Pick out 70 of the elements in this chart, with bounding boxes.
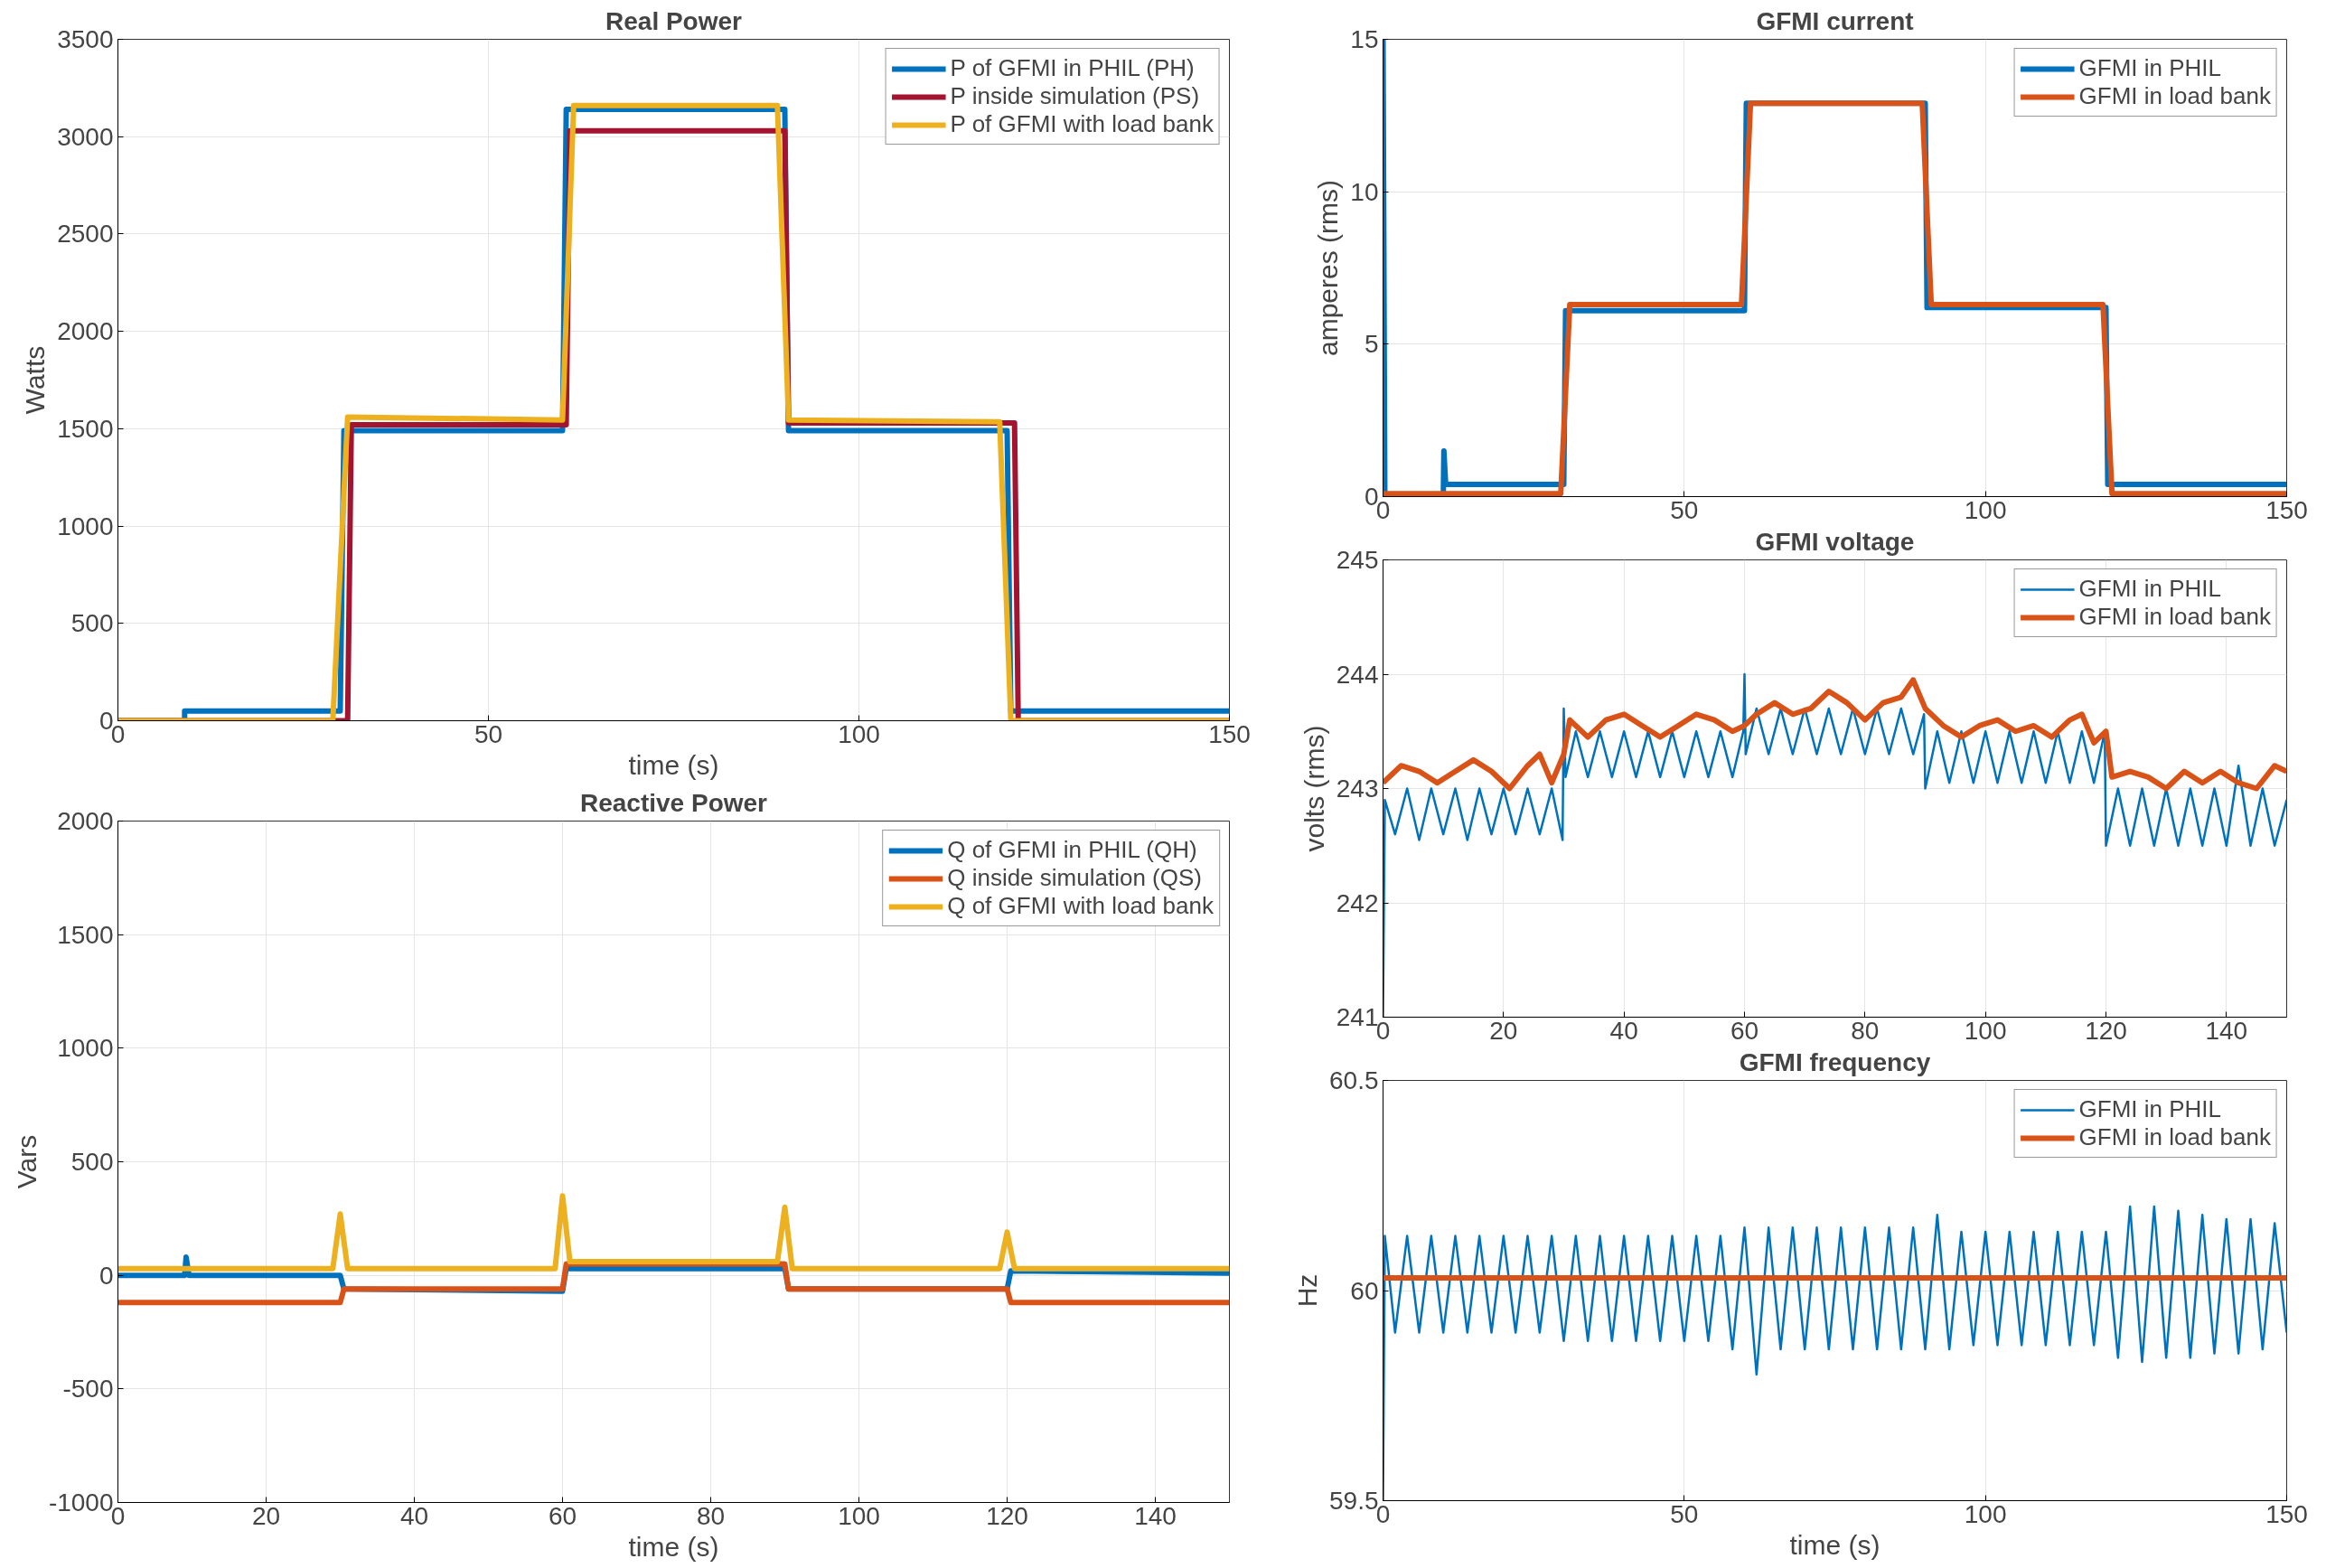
legend-label: P of GFMI with load bank <box>950 110 1214 138</box>
y-tick-label: 3000 <box>57 122 114 151</box>
legend-label: GFMI in load bank <box>2078 82 2271 110</box>
x-tick-label: 140 <box>2205 1016 2248 1045</box>
x-tick-label: 50 <box>1670 495 1699 524</box>
y-tick-label: 2500 <box>57 220 114 249</box>
legend-label: P inside simulation (PS) <box>950 82 1200 110</box>
x-tick-label: 20 <box>251 1501 281 1530</box>
x-tick-label: 100 <box>1964 1016 2007 1045</box>
y-tick-label: 243 <box>1336 775 1379 803</box>
y-tick-label: 2000 <box>57 807 114 835</box>
y-axis-title: volts (rms) <box>1299 725 1329 852</box>
x-tick-label: 20 <box>1489 1016 1518 1045</box>
x-tick-label: 150 <box>2265 495 2308 524</box>
x-tick-label: 40 <box>399 1501 429 1530</box>
x-axis-title: time (s) <box>628 749 719 780</box>
y-axis-title: Watts <box>20 345 51 415</box>
x-tick-label: 100 <box>838 1501 880 1530</box>
legend-label: Q of GFMI with load bank <box>947 892 1214 920</box>
x-tick-label: 60 <box>548 1501 577 1530</box>
y-tick-label: 1000 <box>57 512 114 540</box>
y-axis-title: amperes (rms) <box>1313 179 1344 357</box>
chart-title: GFMI frequency <box>1739 1047 1931 1076</box>
y-tick-label: 60.5 <box>1329 1066 1379 1094</box>
chart-title: GFMI voltage <box>1755 527 1915 556</box>
legend-label: P of GFMI in PHIL (PH) <box>950 54 1195 82</box>
chart-title: Reactive Power <box>580 788 768 817</box>
x-tick-label: 80 <box>696 1501 726 1530</box>
legend-label: GFMI in load bank <box>2078 603 2271 631</box>
legend-label: Q inside simulation (QS) <box>947 864 1202 892</box>
y-tick-label: 500 <box>70 609 114 638</box>
legend-label: Q of GFMI in PHIL (QH) <box>947 836 1197 864</box>
y-tick-label: 5 <box>1364 330 1379 359</box>
x-axis-title: time (s) <box>628 1531 719 1562</box>
x-axis-title: time (s) <box>1789 1529 1880 1560</box>
x-tick-label: 140 <box>1134 1501 1177 1530</box>
x-tick-label: 100 <box>1964 495 2007 524</box>
y-tick-label: 3500 <box>57 25 114 53</box>
legend-label: GFMI in load bank <box>2078 1123 2271 1151</box>
x-tick-label: 80 <box>1851 1016 1880 1045</box>
y-axis-title: Hz <box>1292 1273 1322 1308</box>
y-axis-title: Vars <box>11 1134 42 1189</box>
x-tick-label: 150 <box>1208 719 1251 748</box>
x-tick-label: 40 <box>1609 1016 1638 1045</box>
x-tick-label: 50 <box>1670 1499 1699 1528</box>
y-tick-label: 1500 <box>57 920 114 949</box>
y-tick-label: 60 <box>1350 1276 1379 1305</box>
y-tick-label: 2000 <box>57 317 114 346</box>
legend-label: GFMI in PHIL <box>2078 1095 2222 1123</box>
y-tick-label: 1000 <box>57 1034 114 1063</box>
x-tick-label: 100 <box>1964 1499 2007 1528</box>
y-tick-label: 244 <box>1336 660 1379 689</box>
x-tick-label: 50 <box>474 719 503 748</box>
y-tick-label: -500 <box>62 1375 114 1404</box>
y-tick-label: 15 <box>1350 25 1379 53</box>
chart-title: Real Power <box>605 6 743 35</box>
x-tick-label: 60 <box>1730 1016 1759 1045</box>
y-tick-label: 10 <box>1350 177 1379 206</box>
x-tick-label: 100 <box>838 719 880 748</box>
y-tick-label: 0 <box>98 1261 114 1290</box>
x-tick-label: 120 <box>2085 1016 2127 1045</box>
legend-label: GFMI in PHIL <box>2078 54 2222 82</box>
y-tick-label: 500 <box>70 1148 114 1176</box>
y-tick-label: 245 <box>1336 546 1379 574</box>
y-tick-label: 1500 <box>57 414 114 443</box>
legend-label: GFMI in PHIL <box>2078 575 2222 603</box>
x-tick-label: 120 <box>986 1501 1028 1530</box>
x-tick-label: 150 <box>2265 1499 2308 1528</box>
y-tick-label: 242 <box>1336 888 1379 917</box>
chart-title: GFMI current <box>1756 6 1914 35</box>
